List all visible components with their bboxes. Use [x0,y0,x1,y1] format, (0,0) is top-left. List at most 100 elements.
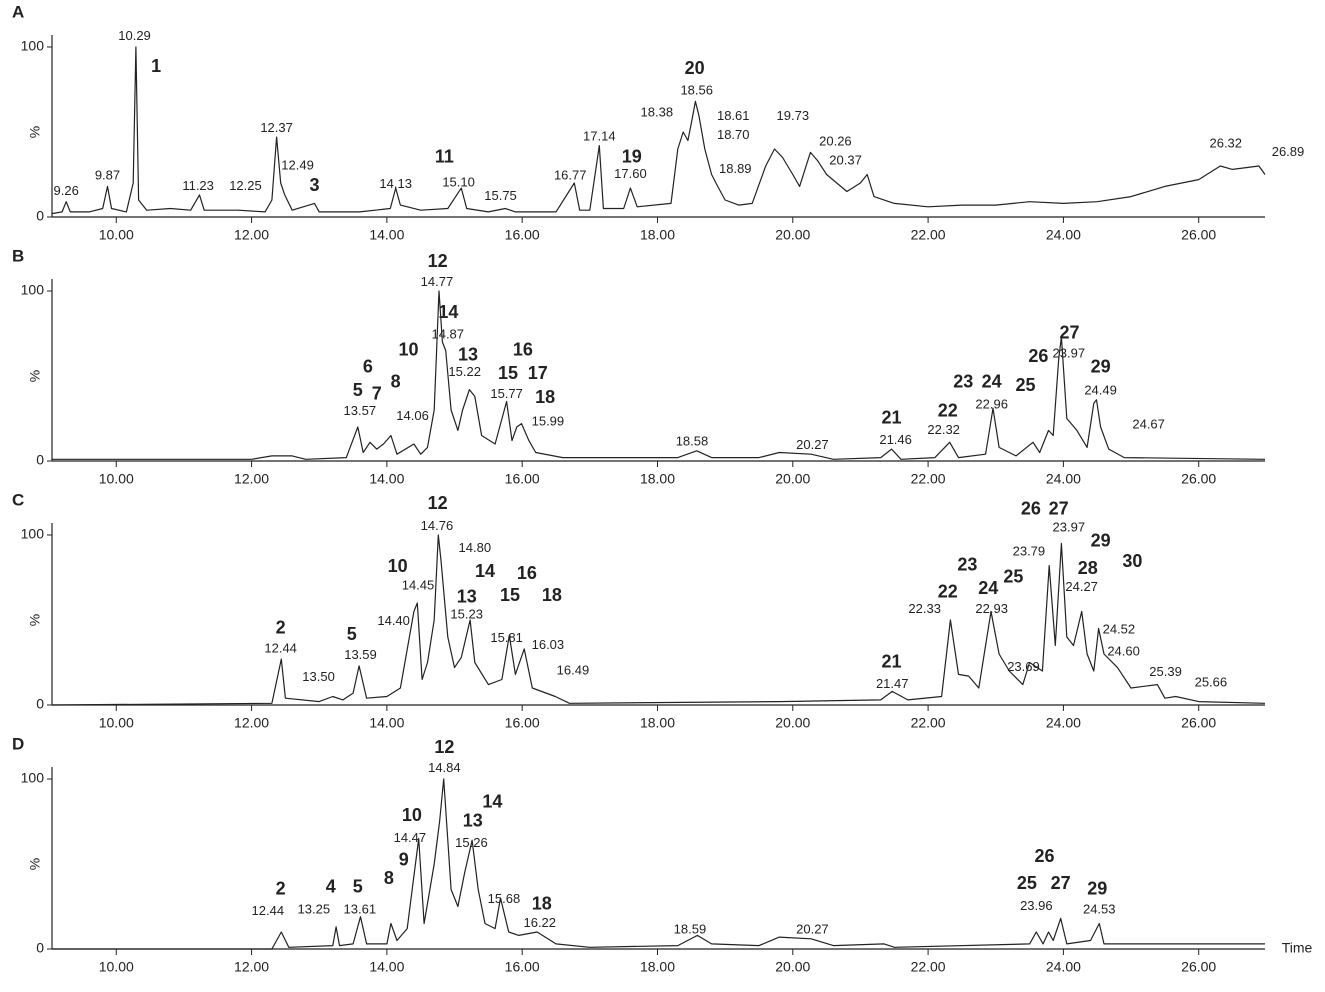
compound-label: 22 [938,582,958,602]
x-axis-label: Time [1282,940,1313,956]
x-tick-label: 12.00 [234,227,269,243]
peak-label: 15.81 [490,630,523,645]
peak-label: 23.96 [1020,898,1053,913]
compound-label: 25 [1003,566,1023,586]
peak-label: 24.60 [1107,644,1140,659]
x-tick-label: 24.00 [1046,471,1081,487]
peak-label: 14.80 [459,540,492,555]
compound-label: 23 [953,372,973,392]
compound-label: 8 [384,868,394,888]
peak-label: 14.13 [379,176,412,191]
x-tick-label: 18.00 [640,715,675,731]
compound-label: 14 [482,792,502,812]
compound-label: 19 [622,146,642,166]
peak-label: 12.44 [264,640,297,655]
compound-label: 20 [685,58,705,78]
peak-label: 12.49 [281,157,314,172]
peak-label: 13.50 [302,669,335,684]
peak-label: 16.22 [523,915,556,930]
x-tick-label: 14.00 [369,471,404,487]
x-tick-label: 12.00 [234,959,269,975]
compound-label: 21 [882,651,902,671]
peak-label: 24.53 [1083,901,1116,916]
y-tick-label: 100 [21,770,45,786]
peak-label: 24.52 [1103,622,1136,637]
compound-label: 5 [347,624,357,644]
compound-label: 16 [513,339,533,359]
compound-label: 26 [1021,498,1041,518]
x-tick-label: 12.00 [234,715,269,731]
peak-label: 21.47 [876,676,909,691]
compound-label: 15 [498,363,518,383]
chromatogram-trace [52,290,1266,460]
compound-label: 10 [388,556,408,576]
peak-label: 10.29 [118,28,151,43]
y-tick-label: 100 [21,282,45,298]
peak-label: 23.97 [1053,520,1086,535]
compound-label: 6 [363,356,373,376]
peak-label: 14.87 [431,327,464,342]
peak-label: 24.27 [1065,579,1098,594]
y-tick-label: 0 [36,452,44,468]
x-tick-label: 18.00 [640,471,675,487]
panel-label: C [12,490,24,509]
x-tick-label: 24.00 [1046,959,1081,975]
peak-label: 17.14 [583,129,616,144]
x-tick-label: 22.00 [911,959,946,975]
peak-label: 15.26 [455,835,488,850]
peak-label: 14.06 [396,408,429,423]
y-tick-label: 0 [36,208,44,224]
compound-label: 13 [458,344,478,364]
compound-label: 22 [938,400,958,420]
x-tick-label: 20.00 [775,959,810,975]
peak-label: 15.77 [490,386,523,401]
chromatogram-trace [51,534,1266,706]
peak-label: 11.23 [182,178,214,193]
peak-label: 23.69 [1007,659,1040,674]
peak-label: 22.33 [908,601,941,616]
compound-label: 5 [353,877,363,897]
peak-label: 14.47 [394,830,427,845]
compound-label: 23 [957,554,977,574]
peak-label: 22.32 [927,422,960,437]
compound-label: 1 [151,56,161,76]
peak-label: 23.79 [1013,543,1046,558]
peak-label: 15.10 [442,174,475,189]
compound-label: 27 [1059,322,1079,342]
compound-label: 21 [882,407,902,427]
peak-label: 14.45 [402,577,435,592]
peak-label: 19.73 [777,108,810,123]
compound-label: 10 [399,339,419,359]
compound-label: 2 [276,617,286,637]
compound-label: 25 [1017,873,1037,893]
x-tick-label: 10.00 [99,959,134,975]
compound-label: 29 [1091,356,1111,376]
peak-label: 15.23 [450,606,483,621]
peak-label: 25.66 [1195,674,1228,689]
y-axis-label: % [27,858,43,870]
peak-label: 9.26 [54,183,79,198]
compound-label: 30 [1122,551,1142,571]
compound-label: 18 [532,894,552,914]
compound-label: 26 [1028,346,1048,366]
x-tick-label: 12.00 [234,471,269,487]
peak-label: 18.89 [719,161,752,176]
peak-label: 16.49 [557,662,590,677]
x-tick-label: 20.00 [775,227,810,243]
panel-label: A [12,2,24,21]
peak-label: 13.59 [344,647,377,662]
peak-label: 15.99 [532,413,565,428]
peak-label: 15.68 [488,891,521,906]
peak-label: 26.89 [1272,144,1305,159]
compound-label: 25 [1015,375,1035,395]
x-tick-label: 10.00 [99,227,134,243]
panel-label: D [12,734,24,753]
peak-label: 14.40 [377,613,410,628]
peak-label: 20.26 [819,134,852,149]
compound-label: 14 [438,302,458,322]
peak-label: 24.67 [1132,417,1165,432]
compound-label: 18 [542,585,562,605]
x-tick-label: 20.00 [775,471,810,487]
peak-label: 22.93 [975,601,1008,616]
